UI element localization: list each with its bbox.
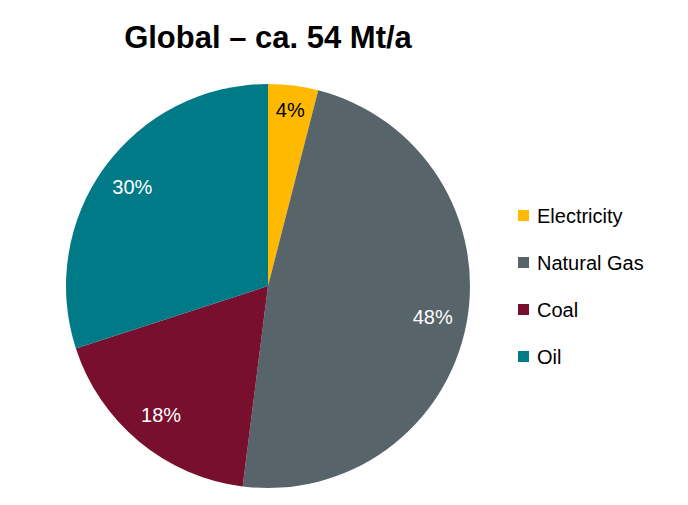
pie-slice [243, 90, 470, 488]
pie-slice [66, 84, 268, 348]
legend-label: Oil [537, 346, 561, 368]
legend-swatch [518, 210, 529, 221]
data-label: 30% [112, 176, 152, 198]
slices [66, 84, 470, 488]
legend: Electricity Natural Gas Coal Oil [518, 205, 644, 368]
legend-label: Natural Gas [537, 252, 644, 274]
data-label: 18% [141, 404, 181, 426]
legend-label: Coal [537, 299, 578, 321]
legend-swatch [518, 257, 529, 268]
chart: Global – ca. 54 Mt/a 4% 48% 18% 30% Electrici… [0, 0, 688, 505]
legend-swatch [518, 304, 529, 315]
title: Global – ca. 54 Mt/a [124, 20, 412, 55]
data-labels: 4% 48% 18% 30% [112, 99, 453, 427]
legend-label: Electricity [537, 205, 623, 227]
legend-swatch [518, 351, 529, 362]
data-label: 48% [413, 306, 453, 328]
data-label: 4% [276, 99, 305, 121]
